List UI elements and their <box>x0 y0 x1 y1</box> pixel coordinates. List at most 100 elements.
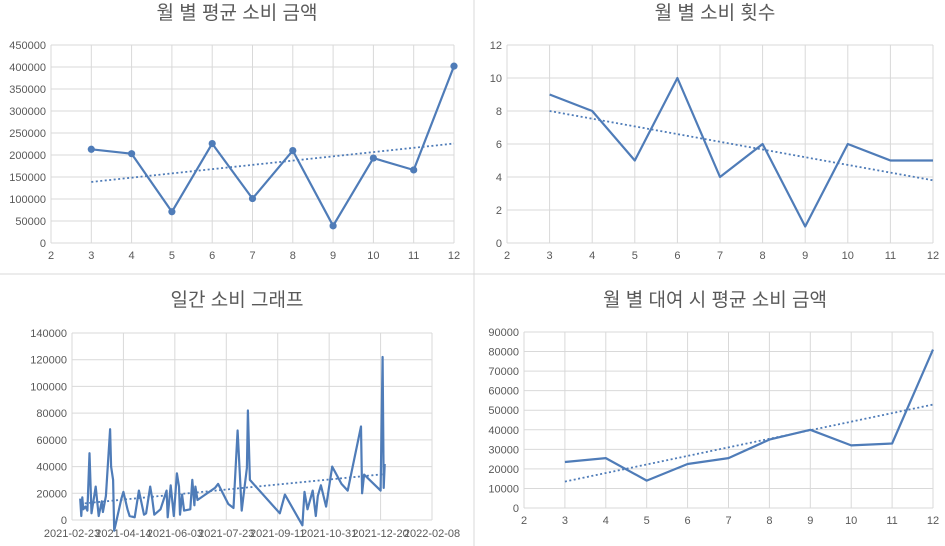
y-tick-label: 90000 <box>488 327 519 339</box>
y-tick-label: 6 <box>496 139 502 151</box>
y-tick-label: 10000 <box>488 483 519 495</box>
x-tick-label: 10 <box>367 250 379 262</box>
y-tick-label: 60000 <box>488 386 519 398</box>
x-tick-label: 7 <box>717 250 723 262</box>
x-tick-label: 2022-02-08 <box>404 528 460 540</box>
y-tick-label: 40000 <box>36 462 67 474</box>
x-tick-label: 11 <box>885 250 896 262</box>
x-tick-label: 4 <box>603 515 609 527</box>
y-tick-label: 200000 <box>9 150 46 162</box>
chart-1: 월 별 평균 소비 금액 0 50000 100000 150000 200000 2500… <box>9 2 460 262</box>
y-tick-label: 20000 <box>36 488 67 500</box>
x-tick-label: 7 <box>725 515 731 527</box>
data-point <box>128 150 136 158</box>
y-tick-label: 140000 <box>30 328 67 340</box>
x-tick-label: 5 <box>644 515 650 527</box>
x-tick-label: 8 <box>290 250 296 262</box>
chart-title: 일간 소비 그래프 <box>171 289 304 311</box>
x-tick-label: 3 <box>88 250 94 262</box>
chart-4: 월 별 대여 시 평균 소비 금액 0 10000 20000 30000 40000 50… <box>488 289 939 527</box>
y-tick-label: 0 <box>496 238 502 250</box>
data-point <box>369 154 377 162</box>
series-line <box>564 349 935 482</box>
y-tick-label: 300000 <box>9 106 46 118</box>
data-point <box>168 208 176 216</box>
y-tick-label: 70000 <box>488 366 519 378</box>
y-tick-label: 80000 <box>36 408 67 420</box>
x-tick-label: 2 <box>521 515 527 527</box>
gridlines <box>506 44 934 244</box>
trendline <box>549 110 934 182</box>
chart-3: 일간 소비 그래프 0 20000 40000 60000 80000 100000 1200… <box>30 289 460 540</box>
x-tick-label: 6 <box>685 515 691 527</box>
series-line <box>79 355 386 532</box>
y-tick-label: 60000 <box>36 435 67 447</box>
x-tick-label: 12 <box>927 515 939 527</box>
x-tick-label: 12 <box>927 250 939 262</box>
x-tick-label: 2021-02-23 <box>44 528 100 540</box>
x-tick-label: 11 <box>886 515 897 527</box>
y-tick-label: 8 <box>496 106 502 118</box>
y-tick-label: 100000 <box>30 381 67 393</box>
y-tick-label: 4 <box>496 172 502 184</box>
x-tick-label: 10 <box>845 515 857 527</box>
gridlines <box>50 44 455 244</box>
data-point <box>208 139 216 148</box>
x-tick-label: 8 <box>766 515 772 527</box>
y-tick-label: 40000 <box>488 425 519 437</box>
gridlines <box>71 332 433 521</box>
chart-title: 월 별 평균 소비 금액 <box>157 2 318 24</box>
y-tick-label: 10 <box>490 73 502 85</box>
y-tick-label: 30000 <box>488 444 519 456</box>
y-tick-label: 100000 <box>9 194 46 206</box>
series-line <box>91 65 456 227</box>
x-tick-label: 9 <box>807 515 813 527</box>
x-tick-label: 2 <box>48 250 54 262</box>
x-tick-label: 5 <box>169 250 175 262</box>
y-tick-label: 12 <box>490 40 502 52</box>
y-tick-label: 450000 <box>9 40 46 52</box>
x-tick-label: 8 <box>760 250 766 262</box>
y-tick-label: 250000 <box>9 128 46 140</box>
x-tick-label: 2021-12-20 <box>352 528 408 540</box>
x-tick-label: 3 <box>547 250 553 262</box>
x-tick-label: 6 <box>674 250 680 262</box>
data-point <box>289 147 297 155</box>
x-tick-label: 2021-07-23 <box>198 528 254 540</box>
x-tick-label: 2 <box>504 250 510 262</box>
data-point <box>248 194 257 203</box>
x-tick-label: 3 <box>562 515 568 527</box>
x-tick-label: 4 <box>589 250 595 262</box>
x-tick-label: 2021-09-11 <box>250 528 305 540</box>
gridlines <box>523 331 934 509</box>
y-tick-label: 50000 <box>488 405 519 417</box>
trendline <box>80 473 385 505</box>
y-tick-label: 80000 <box>488 347 519 359</box>
chart-title: 월 별 대여 시 평균 소비 금액 <box>603 289 827 311</box>
y-tick-label: 2 <box>496 205 502 217</box>
y-tick-label: 0 <box>40 238 46 250</box>
y-tick-label: 0 <box>513 503 519 515</box>
x-tick-label: 10 <box>842 250 854 262</box>
y-tick-label: 350000 <box>9 84 46 96</box>
x-tick-label: 2021-10-31 <box>301 528 357 540</box>
y-tick-label: 0 <box>61 515 67 527</box>
y-tick-label: 20000 <box>488 464 519 476</box>
x-tick-label: 2021-06-03 <box>147 528 203 540</box>
y-tick-label: 120000 <box>30 355 67 367</box>
x-tick-label: 5 <box>632 250 638 262</box>
x-tick-label: 9 <box>330 250 336 262</box>
x-tick-label: 11 <box>408 250 419 262</box>
data-point <box>410 166 418 174</box>
x-tick-label: 12 <box>448 250 460 262</box>
y-tick-label: 50000 <box>15 216 46 228</box>
x-tick-label: 9 <box>802 250 808 262</box>
chart-title: 월 별 소비 횟수 <box>655 2 776 24</box>
x-tick-label: 7 <box>249 250 255 262</box>
x-tick-label: 2021-04-14 <box>95 528 151 540</box>
series-line <box>549 76 933 228</box>
x-tick-label: 4 <box>129 250 135 262</box>
